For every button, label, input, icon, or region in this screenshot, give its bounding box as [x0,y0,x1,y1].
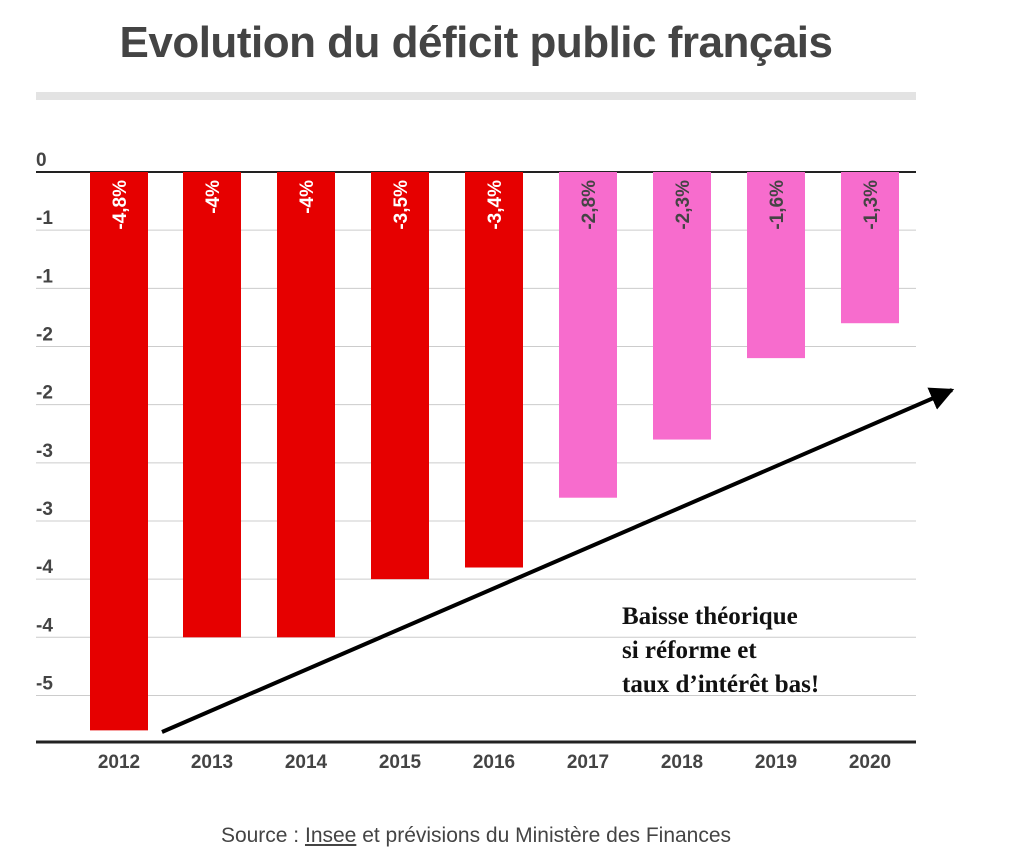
source-link[interactable]: Insee [304,824,357,847]
source-note: Source : Insee et prévisions du Ministèr… [0,824,952,848]
title-divider [36,92,916,100]
annotation-line: si réforme et [622,637,757,664]
bar-2012 [90,172,148,731]
data-label: -1,6% [767,180,788,230]
bar-2018 [653,172,711,440]
bar-2019 [747,172,805,359]
data-label: -4% [203,180,224,214]
y-tick-label: 0 [36,150,47,171]
data-label: -2,3% [673,180,694,230]
annotation-line: taux d’intérêt bas! [622,671,820,698]
source-suffix: et prévisions du Ministère des Finances [356,824,732,847]
x-tick-label: 2015 [379,752,422,773]
y-tick-label: -1 [36,266,53,287]
y-tick-label: -3 [36,441,53,462]
x-tick-label: 2017 [567,752,609,773]
source-prefix: Source : [220,824,305,847]
x-tick-label: 2019 [755,752,797,773]
bar-2015 [371,172,429,580]
data-labels: -4,8% -4% -4% -3,5% -3,4% -2,8% -2,3% -1,6% -1,3… [110,180,882,230]
bars [90,172,899,731]
data-label: -1,3% [861,180,882,230]
y-tick-label: -4 [36,557,53,578]
x-axis-ticks: 2012 2013 2014 2015 2016 2017 2018 2019 2020 [98,752,891,773]
x-tick-label: 2016 [473,752,515,773]
chart-title: Evolution du déficit public français [119,18,833,67]
y-tick-label: -2 [36,383,53,404]
annotation-line: Baisse théorique [622,603,798,630]
x-tick-label: 2020 [849,752,891,773]
trend-arrow [161,387,955,734]
y-tick-label: -1 [36,208,53,229]
bar-2020 [841,172,899,324]
bar-2016 [465,172,523,568]
x-tick-label: 2018 [661,752,703,773]
data-label: -3,5% [391,180,412,230]
data-label: -4,8% [110,180,131,230]
bar-2017 [559,172,617,498]
x-tick-label: 2013 [191,752,233,773]
data-label: -3,4% [485,180,506,230]
annotation-text: Baisse théorique si réforme et taux d’in… [622,600,922,702]
y-axis-ticks: 0 -1 -1 -2 -2 -3 -3 -4 -4 -5 [36,150,53,694]
y-tick-label: -2 [36,324,53,345]
y-tick-label: -5 [36,673,53,694]
data-label: -4% [297,180,318,214]
bar-2013 [183,172,241,638]
x-tick-label: 2012 [98,752,140,773]
y-tick-label: -4 [36,615,53,636]
x-tick-label: 2014 [285,752,328,773]
bar-2014 [277,172,335,638]
data-label: -2,8% [579,180,600,230]
y-tick-label: -3 [36,499,53,520]
